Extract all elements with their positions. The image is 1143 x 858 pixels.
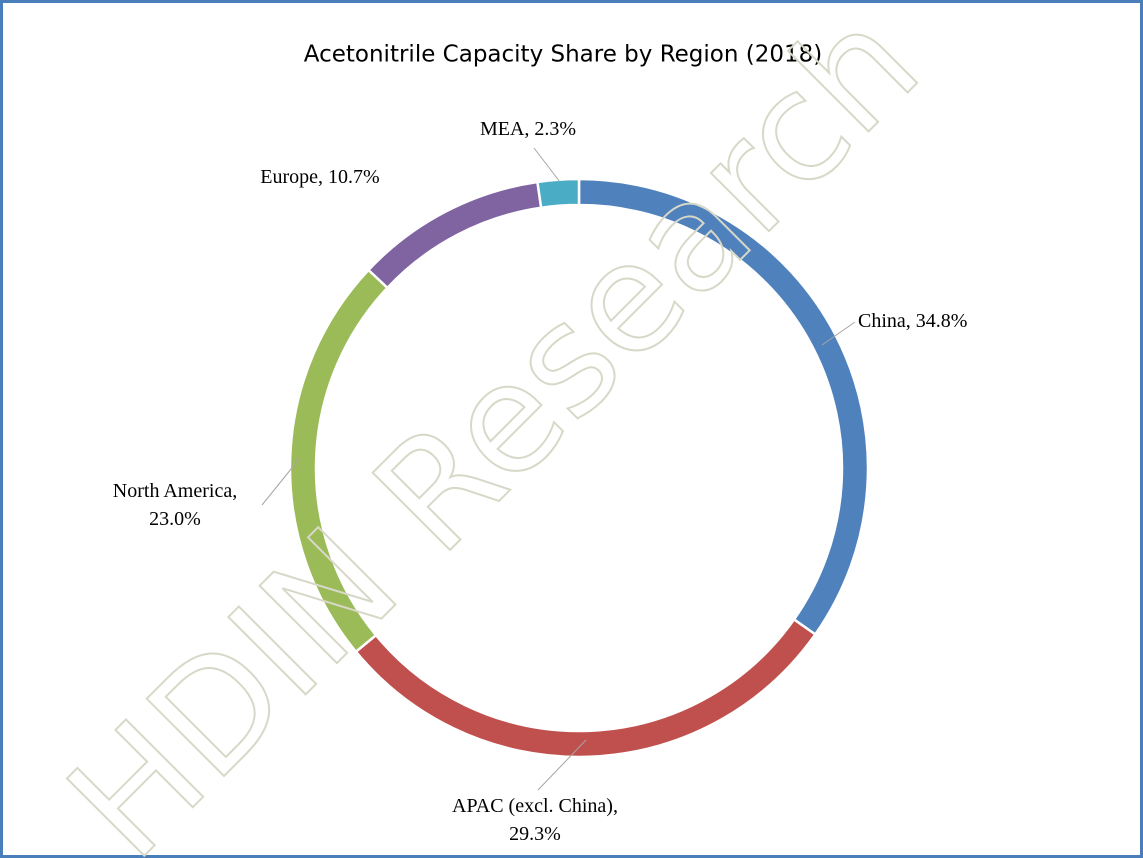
- leader-line: [261, 457, 301, 506]
- leader-line: [533, 147, 561, 183]
- label-separator: ,: [524, 118, 529, 140]
- category-label: APAC (excl. China): [452, 795, 613, 817]
- data-label: MEA, 2.3%: [480, 118, 576, 140]
- category-label: North America: [113, 480, 233, 502]
- data-label: Europe, 10.7%: [260, 166, 379, 188]
- label-separator: ,: [906, 310, 911, 332]
- category-label: MEA: [480, 118, 525, 140]
- category-label: Europe: [260, 166, 318, 188]
- data-labels: China, 34.8%APAC (excl. China), 29.3%North…: [113, 118, 968, 845]
- leader-line: [537, 739, 587, 791]
- donut: [288, 177, 870, 759]
- donut-segment: [536, 177, 581, 210]
- chart-title: Acetonitrile Capacity Share by Region (2…: [304, 42, 822, 68]
- value-label: 29.3%: [509, 823, 561, 845]
- data-label: North America, 23.0%: [113, 480, 237, 530]
- label-separator: ,: [318, 166, 323, 188]
- value-label: 2.3%: [534, 118, 576, 140]
- value-label: 10.7%: [328, 166, 380, 188]
- label-separator: ,: [232, 480, 237, 502]
- data-label: APAC (excl. China), 29.3%: [452, 795, 618, 845]
- label-separator: ,: [613, 795, 618, 817]
- value-label: 23.0%: [149, 508, 201, 530]
- leader-line: [821, 321, 856, 346]
- value-label: 34.8%: [916, 310, 968, 332]
- data-label: China, 34.8%: [858, 310, 967, 332]
- category-label: China: [858, 310, 906, 332]
